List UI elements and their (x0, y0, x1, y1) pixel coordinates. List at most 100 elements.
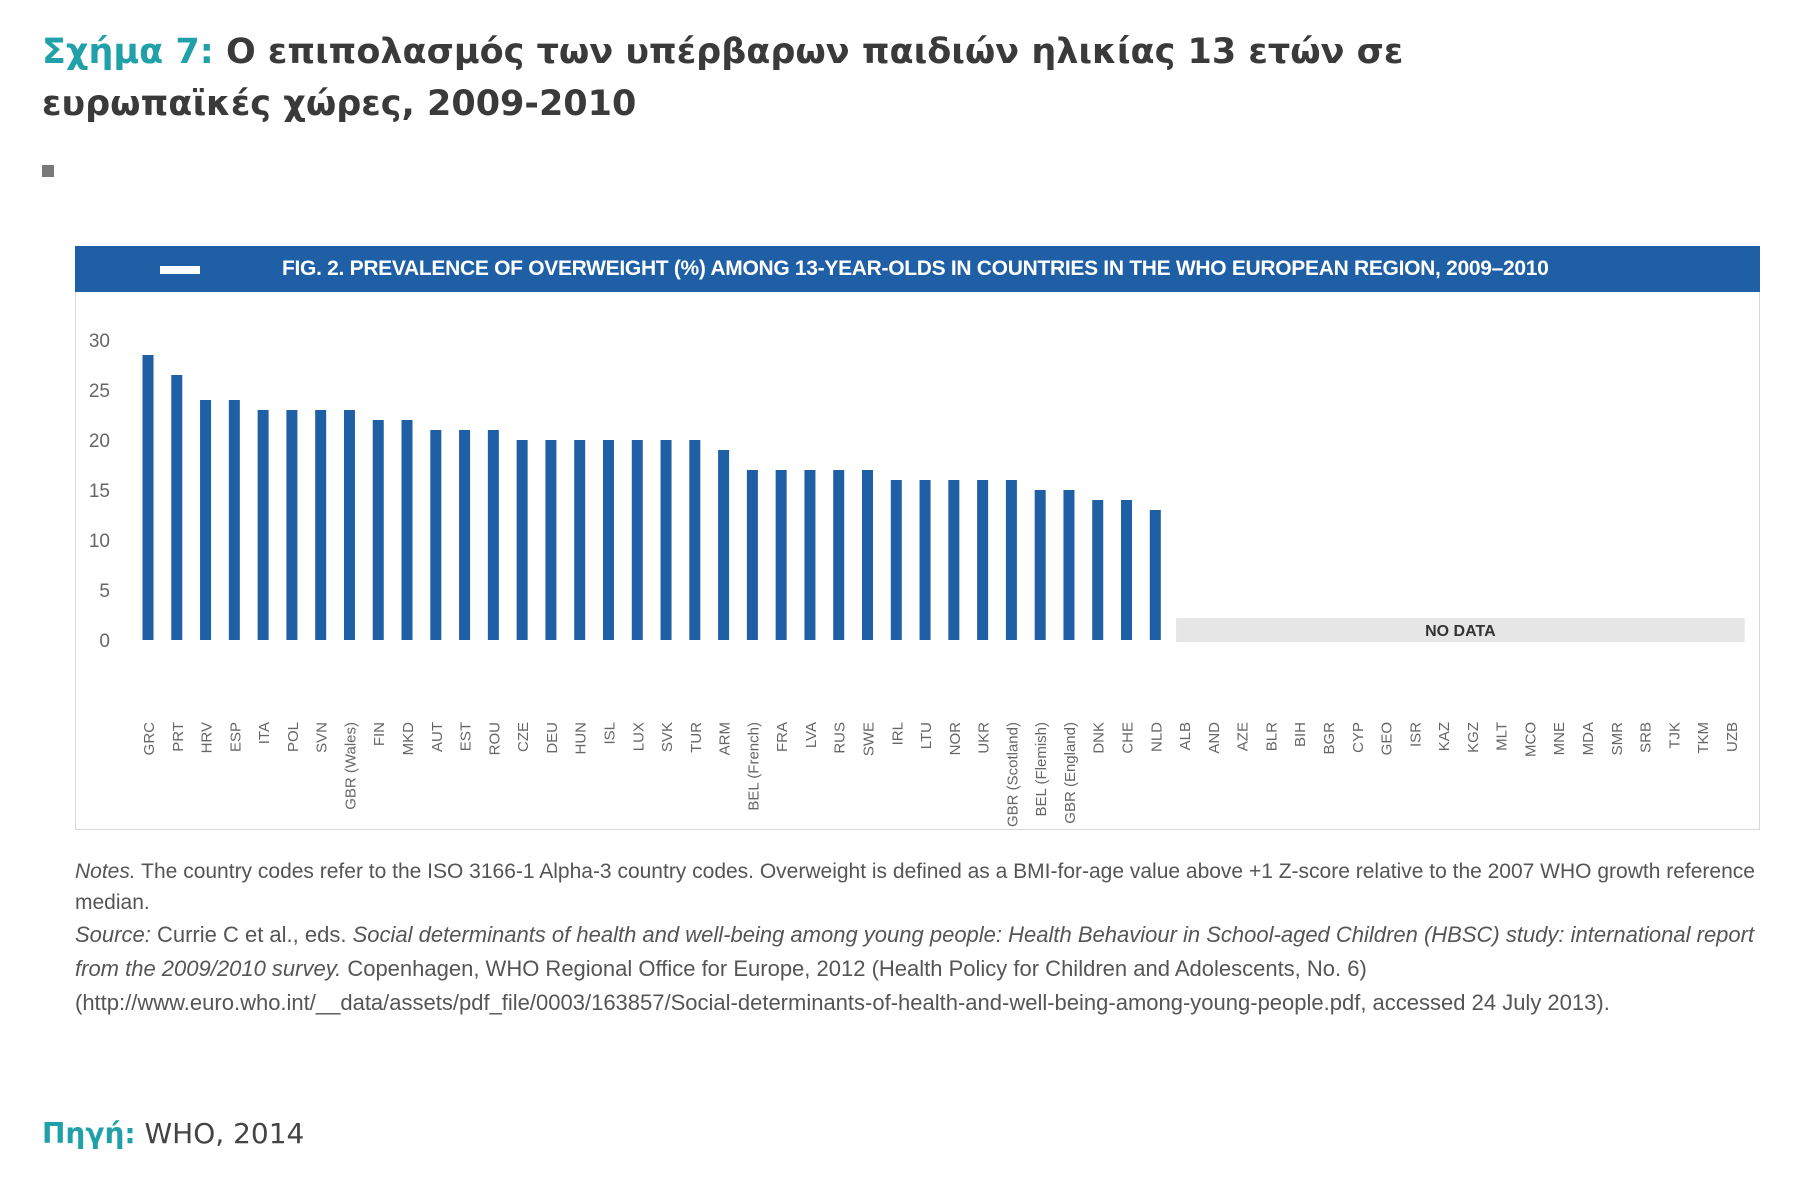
x-tick-label: SRB (1638, 722, 1655, 753)
x-tick-label: MLT (1494, 722, 1511, 751)
bar (1034, 490, 1046, 640)
x-tick-label: FIN (371, 722, 388, 746)
x-tick-label: NOR (947, 722, 964, 756)
x-tick-label: SWE (861, 722, 878, 756)
x-tick-label: GEO (1379, 722, 1396, 755)
bar (430, 430, 442, 640)
bar (1063, 490, 1075, 640)
y-tick-label: 20 (89, 431, 110, 452)
x-tick-label: ESP (227, 722, 244, 752)
x-tick-label: KGZ (1465, 722, 1482, 753)
bar (631, 440, 643, 640)
bar (516, 440, 528, 640)
y-tick-label: 10 (89, 531, 110, 552)
chart-title-banner: FIG. 2. PREVALENCE OF OVERWEIGHT (%) AMO… (75, 246, 1760, 292)
source-paragraph: Source: Currie C et al., eds. Social det… (75, 918, 1755, 1020)
notes-label: Notes. (75, 860, 136, 883)
bar (286, 410, 298, 640)
bullet-marker (42, 165, 54, 177)
bar (142, 355, 154, 640)
x-tick-label: UZB (1724, 722, 1741, 752)
bar (200, 400, 212, 640)
y-tick-label: 30 (89, 331, 110, 352)
bar (401, 420, 413, 640)
x-tick-label: RUS (832, 722, 849, 754)
source-line-label: Πηγή: (42, 1117, 136, 1150)
bar (689, 440, 701, 640)
y-tick-label: 15 (89, 481, 110, 502)
bar-chart: 0 5 10 15 20 25 30 GRC PRT HRV ESP ITA POL SVN GBR (Wa… (89, 331, 1745, 827)
x-tick-label: SVN (314, 722, 331, 753)
bar (660, 440, 672, 640)
bar (602, 440, 614, 640)
bar (977, 480, 989, 640)
chart-notes: Notes. The country codes refer to the IS… (75, 856, 1755, 1020)
notes-paragraph: Notes. The country codes refer to the IS… (75, 856, 1755, 918)
x-tick-label: CYP (1350, 722, 1367, 753)
bar (315, 410, 327, 640)
x-tick-label: PRT (170, 722, 187, 752)
figure-label: Σχήμα 7: (42, 32, 214, 72)
x-tick-label: TJK (1666, 722, 1683, 749)
x-tick-label: AZE (1235, 722, 1252, 751)
x-tick-label: NLD (1148, 722, 1165, 752)
page-source: Πηγή: WHO, 2014 (42, 1117, 304, 1150)
x-tick-label: BEL (French) (745, 722, 762, 811)
bar (574, 440, 586, 640)
x-tick-label: ISR (1407, 722, 1424, 747)
bar (1092, 500, 1104, 640)
source-authors: Currie C et al., eds. (156, 922, 347, 947)
bar (919, 480, 931, 640)
page-heading: Σχήμα 7: Ο επιπολασμός των υπέρβαρων παι… (42, 26, 1542, 130)
x-tick-label: HUN (573, 722, 590, 755)
x-tick-label: MKD (400, 722, 417, 756)
bar (1149, 510, 1161, 640)
no-data-label: NO DATA (1425, 623, 1496, 640)
notes-text: The country codes refer to the ISO 3166-… (75, 860, 1755, 914)
bar (171, 375, 183, 640)
x-tick-label: LUX (630, 722, 647, 751)
bar (718, 450, 730, 640)
x-tick-label: BEL (Flemish) (1033, 722, 1050, 816)
figure-title: Ο επιπολασμός των υπέρβαρων παιδιών ηλικ… (42, 32, 1404, 124)
y-tick-label: 5 (99, 581, 110, 602)
bar (746, 470, 758, 640)
chart-title: FIG. 2. PREVALENCE OF OVERWEIGHT (%) AMO… (282, 257, 1549, 280)
bar (1005, 480, 1017, 640)
bar (948, 480, 960, 640)
x-tick-label: GBR (Wales) (342, 722, 359, 810)
x-tick-label: BLR (1263, 722, 1280, 751)
x-tick-label: UKR (976, 722, 993, 754)
x-tick-label: POL (285, 722, 302, 752)
x-tick-label: LTU (918, 722, 935, 749)
x-tick-label: MCO (1522, 722, 1539, 757)
x-tick-label: GRC (141, 722, 158, 756)
x-tick-label: ALB (1177, 722, 1194, 750)
banner-dash-icon (160, 266, 200, 274)
x-tick-label: AUT (429, 722, 446, 752)
x-tick-label: HRV (199, 722, 216, 753)
bar (343, 410, 355, 640)
x-tick-label: GBR (England) (1062, 722, 1079, 824)
x-tick-label: MNE (1551, 722, 1568, 755)
source-details: Copenhagen, WHO Regional Office for Euro… (75, 956, 1610, 1015)
bar (257, 410, 269, 640)
bar (862, 470, 873, 640)
x-tick-label: SVK (659, 722, 676, 752)
x-tick-label: TUR (688, 722, 705, 753)
y-tick-label: 25 (89, 381, 110, 402)
y-tick-label: 0 (99, 631, 110, 652)
bar (487, 430, 499, 640)
x-tick-label: TKM (1695, 722, 1712, 754)
x-tick-label: FRA (774, 722, 791, 752)
x-tick-label: KAZ (1436, 722, 1453, 751)
x-tick-label: ARM (717, 722, 734, 755)
x-tick-label: IRL (889, 722, 906, 745)
chart-panel (75, 246, 1760, 830)
x-tick-label: BIH (1292, 722, 1309, 747)
bar (459, 430, 471, 640)
x-tick-label: ISL (601, 722, 618, 745)
bar (833, 470, 845, 640)
x-tick-label: SMR (1609, 722, 1626, 756)
x-tick-label: ROU (486, 722, 503, 755)
